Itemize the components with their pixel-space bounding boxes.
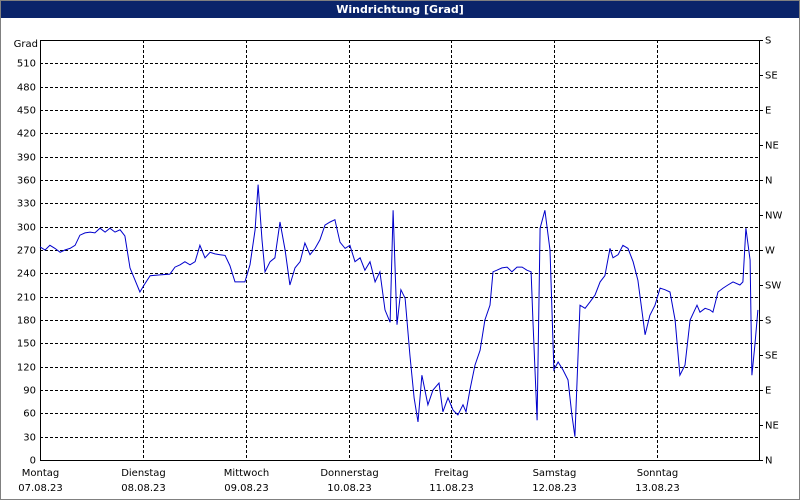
y2-tick-label: S — [765, 36, 771, 47]
y2-tick-label: N — [765, 176, 772, 187]
y-tick-label: 360 — [17, 176, 36, 187]
x-tick-date: 09.08.23 — [224, 483, 269, 494]
title-bar — [1, 1, 799, 18]
y-tick-label: 150 — [17, 339, 36, 350]
chart-title: Windrichtung [Grad] — [336, 3, 464, 16]
y-tick-label: 240 — [17, 269, 36, 280]
x-tick-label: Mittwoch — [224, 468, 269, 479]
x-tick-date: 12.08.23 — [532, 483, 577, 494]
y2-tick-label: NE — [765, 141, 779, 152]
x-tick-label: Samstag — [533, 468, 577, 479]
y-tick-label: 300 — [17, 223, 36, 234]
y-tick-label: 420 — [17, 129, 36, 140]
y2-tick-label: E — [765, 106, 771, 117]
y-tick-label: 30 — [23, 433, 36, 444]
y-tick-label: 510 — [17, 59, 36, 70]
y2-tick-label: SE — [765, 71, 778, 82]
x-tick-label: Donnerstag — [320, 468, 378, 479]
y-tick-label: 180 — [17, 316, 36, 327]
x-tick-date: 13.08.23 — [635, 483, 680, 494]
x-tick-label: Freitag — [434, 468, 468, 479]
y-axis-label: Grad — [14, 39, 38, 50]
y-tick-label: 120 — [17, 363, 36, 374]
y-tick-label: 60 — [23, 409, 36, 420]
y-tick-label: 210 — [17, 293, 36, 304]
x-tick-label: Montag — [22, 468, 59, 479]
y2-tick-label: NW — [765, 211, 782, 222]
x-tick-date: 10.08.23 — [327, 483, 372, 494]
x-tick-label: Sonntag — [637, 468, 679, 479]
y2-tick-label: S — [765, 316, 771, 327]
x-tick-date: 08.08.23 — [121, 483, 166, 494]
y-tick-label: 270 — [17, 246, 36, 257]
y2-tick-label: W — [765, 246, 775, 257]
y2-tick-label: N — [765, 456, 772, 467]
plot-border — [40, 40, 760, 461]
y-tick-label: 0 — [30, 456, 36, 467]
x-tick-date: 11.08.23 — [429, 483, 474, 494]
y2-tick-label: E — [765, 386, 771, 397]
y-tick-label: 390 — [17, 153, 36, 164]
y2-tick-label: SE — [765, 351, 778, 362]
y-tick-label: 330 — [17, 199, 36, 210]
wind-direction-line — [39, 184, 759, 437]
y-tick-label: 480 — [17, 83, 36, 94]
y-tick-label: 90 — [23, 386, 36, 397]
y2-tick-label: NE — [765, 421, 779, 432]
x-tick-date: 07.08.23 — [18, 483, 63, 494]
y-tick-label: 450 — [17, 106, 36, 117]
y2-tick-label: SW — [765, 281, 781, 292]
x-tick-label: Dienstag — [121, 468, 166, 479]
